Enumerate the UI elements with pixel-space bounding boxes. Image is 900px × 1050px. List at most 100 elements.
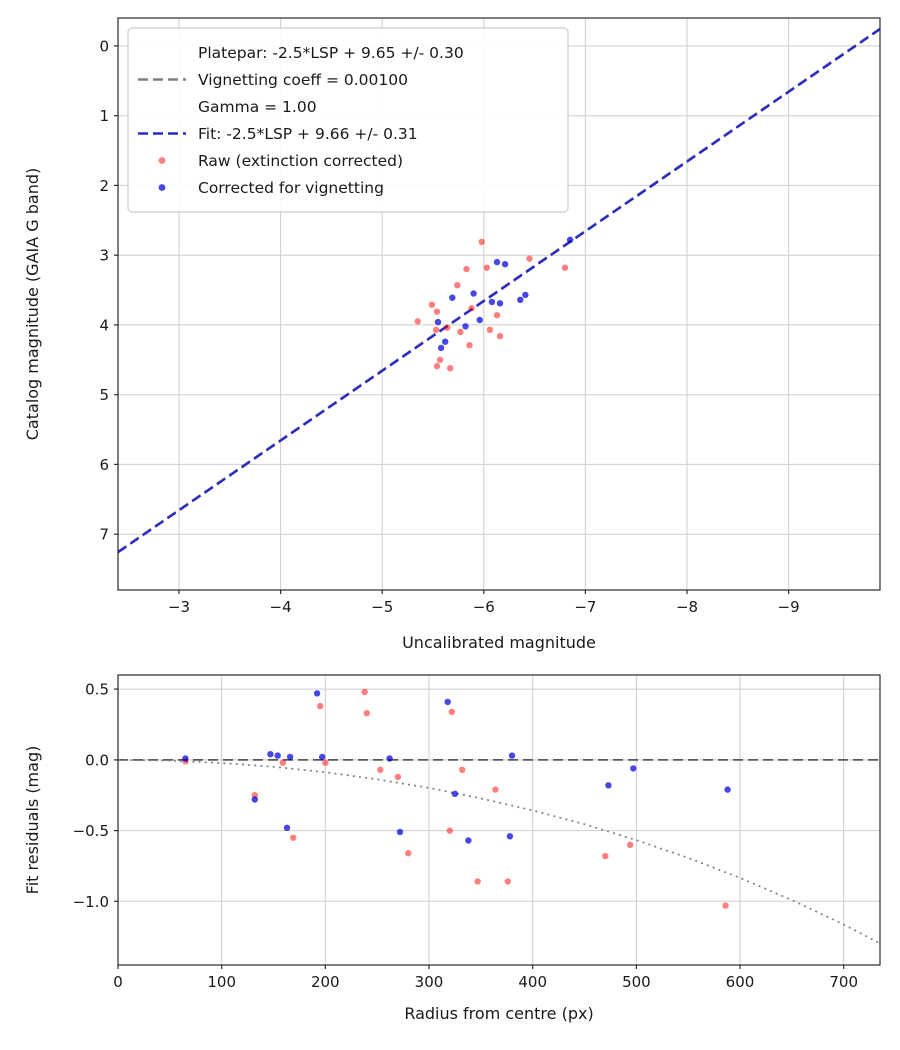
corrected-points-point [566,236,574,243]
plot-frame [117,674,881,966]
raw-points-point [432,326,440,333]
raw-points-point [444,324,451,331]
corrected-residuals-point [451,790,459,797]
raw-points [414,238,569,372]
y-tick-label: 0 [99,37,109,55]
legend-label: Raw (extinction corrected) [198,152,403,170]
x-tick-label: −4 [270,598,292,616]
corrected-points-point [437,344,445,352]
y-axis-label: Fit residuals (mag) [23,746,42,895]
corrected-points [434,236,574,352]
raw-residuals-point [377,766,384,773]
raw-residuals [182,688,729,909]
corrected-residuals-point [274,752,281,759]
corrected-residuals-point [630,765,637,772]
corrected-residuals-point [267,751,274,758]
legend-label: Corrected for vignetting [198,179,384,197]
raw-points-point [463,265,470,273]
legend-label: Vignetting coeff = 0.00100 [198,71,408,89]
x-axis-label: Uncalibrated magnitude [402,633,596,652]
raw-points-point [433,308,441,315]
raw-points-point [526,255,533,262]
raw-residuals-point [474,878,481,885]
raw-residuals-point [448,708,455,715]
corrected-points-point [488,298,496,306]
corrected-residuals-point [286,753,294,761]
fit-residuals-chart: 0 100 200 300 400 500 600 700 0.5 0.0 −0.5 −1.0 Radi… [23,674,881,1023]
x-tick-label: 100 [207,973,236,991]
raw-residuals-point [602,852,609,860]
corrected-points-point [470,290,477,297]
corrected-residuals-point [396,828,404,836]
legend-box [127,27,569,213]
legend: Platepar: -2.5*LSP + 9.65 +/- 0.30 Vignet… [127,27,569,213]
corrected-points-point [522,291,529,299]
tick-labels: −3 −4 −5 −6 −7 −8 −9 0 1 2 3 4 5 6 7 [99,37,799,616]
x-tick-label: 400 [518,973,547,991]
raw-points-point [486,326,494,333]
corrected-points-point [462,323,469,330]
corrected-residuals-point [182,755,189,762]
raw-points-point [428,301,436,308]
y-tick-label: 2 [99,177,109,195]
x-tick-label: −5 [371,598,393,616]
x-tick-label: −9 [778,598,800,616]
vignetting-curve [117,759,881,945]
x-tick-label: −8 [676,598,698,616]
y-tick-label: −0.5 [73,822,109,840]
y-tick-label: 0.5 [85,681,109,699]
raw-residuals-point [492,786,499,793]
corrected-residuals-point [508,752,516,759]
corrected-points-point [449,294,456,301]
raw-residuals-point [363,710,370,717]
raw-points-point [436,356,444,363]
y-tick-label: 1 [99,107,109,125]
corrected-points-point [496,300,504,307]
legend-label: Platepar: -2.5*LSP + 9.65 +/- 0.30 [198,44,464,62]
x-axis-label: Radius from centre (px) [404,1004,593,1023]
corrected-points-point [517,296,524,303]
corrected-points-point [476,316,483,324]
raw-residuals-point [626,841,634,848]
plot-frame [117,17,881,591]
raw-residuals-point [504,878,511,885]
raw-points-point [483,264,490,271]
corrected-residuals-point [313,690,321,697]
raw-residuals-point [446,827,453,834]
y-tick-label: 6 [99,456,109,474]
raw-residuals-point [290,834,297,841]
raw-points-point [493,312,501,319]
y-tick-label: 4 [99,316,109,334]
x-tick-label: 200 [311,973,340,991]
raw-residuals-point [459,766,466,773]
corrected-residuals-point [283,824,291,831]
raw-residuals-point [722,902,729,909]
corrected-residuals-point [251,796,258,803]
legend-label: Fit: -2.5*LSP + 9.66 +/- 0.31 [198,125,418,143]
corrected-residuals-point [605,782,612,789]
raw-points-point [457,328,464,336]
corrected-residuals-point [386,755,393,762]
corrected-residuals-point [465,837,472,844]
raw-points-point [466,342,473,349]
raw-residuals-point [322,759,329,766]
corrected-residuals-point [724,786,731,793]
raw-points-point [447,365,454,372]
corrected-points-point [434,318,442,326]
corrected-points-point [501,261,509,268]
x-tick-label: 500 [622,973,651,991]
magnitude-fit-chart: −3 −4 −5 −6 −7 −8 −9 0 1 2 3 4 5 6 7 Uncalibrated magni… [23,17,881,652]
x-tick-label: 600 [726,973,755,991]
raw-points-point [454,282,461,289]
x-tick-label: 0 [113,973,123,991]
raw-points-point [561,264,569,271]
y-tick-label: 5 [99,386,109,404]
raw-residuals-point [317,702,324,710]
raw-points-point [496,332,504,340]
grid [117,675,880,965]
x-tick-label: −7 [574,598,596,616]
raw-residuals-point [279,759,286,766]
legend-dot-marker [158,157,166,164]
corrected-residuals-point [319,753,326,761]
